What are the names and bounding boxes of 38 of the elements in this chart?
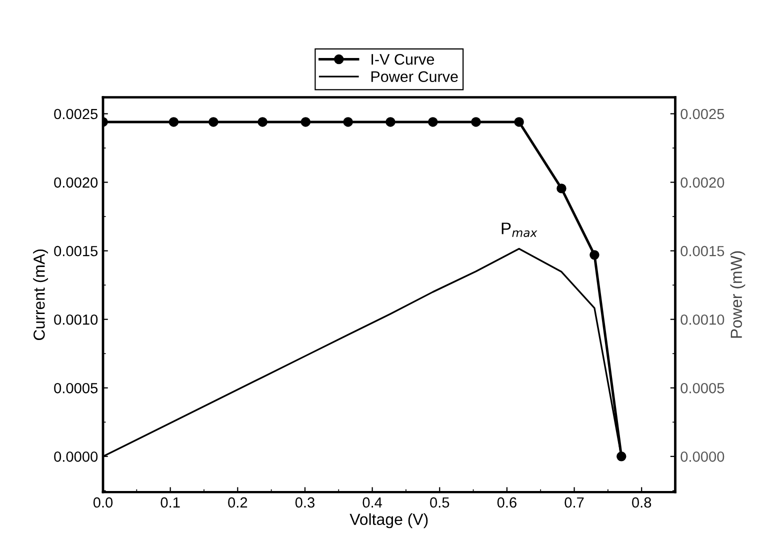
point [428,117,438,127]
x-tick-label: 0.0 [93,497,113,508]
legend-label: Power Curve [371,71,458,82]
point [168,117,179,127]
y-tick-label: 0.0010 [54,314,98,325]
y2-tick-label: 0.0025 [680,108,724,120]
point [471,117,481,127]
annotation: P$_{max}$ [502,222,538,238]
y-tick-label: 0.0005 [54,382,98,394]
x-tick-label: 0.1 [160,497,180,508]
x-tick-label: 0.8 [632,497,652,508]
y2-tick-label: 0.0020 [680,177,724,188]
y2-tick-label: 0.0000 [680,452,724,462]
point [343,117,353,127]
y-tick-label: 0.0025 [54,108,98,120]
point [386,117,396,127]
point [208,117,218,127]
y-tick-label: 0.0020 [54,177,98,188]
x-tick-label: 0.5 [430,497,450,508]
y2-axis-title: Power (mW) [730,251,746,338]
x-tick-label: 0.3 [295,497,314,508]
y2-tick-label: 0.0005 [680,382,724,394]
x-tick-label: 0.2 [228,497,248,508]
y-tick-label: 0.0000 [54,452,98,462]
x-tick-label: 0.4 [362,497,382,508]
legend-label: I-V Curve [372,54,434,65]
point [300,117,311,127]
point [590,250,600,260]
point [258,117,268,127]
y-axis-title: Current (mA) [33,250,48,340]
x-axis-title: Voltage (V) [350,513,428,528]
y-tick-label: 0.0015 [54,246,98,256]
point [514,117,524,127]
x-tick-label: 0.7 [564,497,584,508]
x-tick-label: 0.6 [497,497,516,508]
point [556,184,566,194]
y2-tick-label: 0.0015 [680,246,724,256]
y2-tick-label: 0.0010 [680,314,724,325]
